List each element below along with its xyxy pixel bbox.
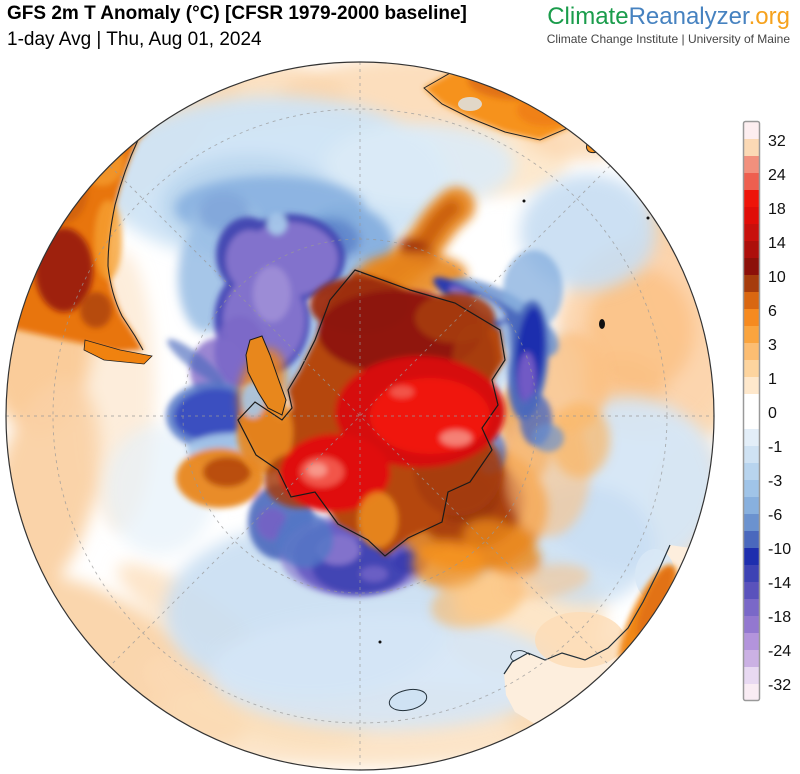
svg-text:3: 3 (768, 337, 777, 354)
svg-text:18: 18 (768, 201, 786, 218)
svg-text:32: 32 (768, 133, 786, 150)
svg-text:14: 14 (768, 235, 786, 252)
svg-text:10: 10 (768, 269, 786, 286)
svg-text:-1: -1 (768, 439, 782, 456)
svg-text:6: 6 (768, 303, 777, 320)
svg-text:-18: -18 (768, 609, 791, 626)
svg-text:-24: -24 (768, 643, 791, 660)
svg-text:-10: -10 (768, 541, 791, 558)
svg-text:1: 1 (768, 371, 777, 388)
svg-text:-32: -32 (768, 677, 791, 694)
svg-text:-14: -14 (768, 575, 791, 592)
svg-text:0: 0 (768, 405, 777, 422)
svg-text:-6: -6 (768, 507, 782, 524)
svg-text:24: 24 (768, 167, 786, 184)
svg-text:-3: -3 (768, 473, 782, 490)
